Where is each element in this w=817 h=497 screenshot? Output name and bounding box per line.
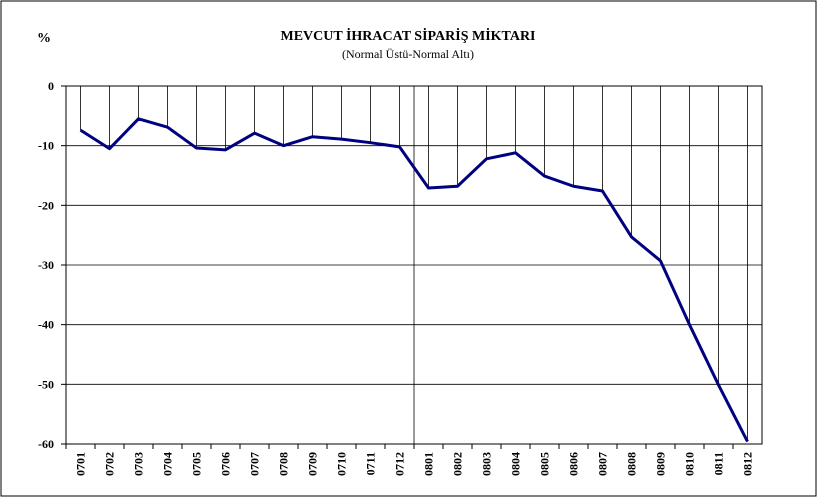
chart-subtitle: (Normal Üstü-Normal Altı) [342, 47, 474, 61]
x-tick-label: 0704 [161, 452, 175, 476]
x-tick-label: 0709 [306, 452, 320, 476]
y-axis-label: % [37, 31, 51, 46]
x-tick-label: 0706 [219, 452, 233, 476]
x-tick-label: 0808 [625, 452, 639, 476]
x-tick-label: 0812 [741, 452, 755, 476]
x-tick-label: 0801 [422, 452, 436, 476]
x-tick-label: 0804 [509, 452, 523, 476]
y-tick-label: -60 [38, 437, 54, 451]
x-tick-label: 0712 [393, 452, 407, 476]
x-tick-label: 0711 [364, 452, 378, 475]
x-tick-label: 0710 [335, 452, 349, 476]
x-tick-label: 0805 [538, 452, 552, 476]
x-tick-label: 0811 [712, 452, 726, 475]
x-tick-label: 0708 [277, 452, 291, 476]
x-tick-label: 0703 [132, 452, 146, 476]
x-tick-label: 0807 [596, 452, 610, 476]
x-tick-label: 0701 [74, 452, 88, 476]
line-series [79, 117, 749, 443]
x-tick-label: 0705 [190, 452, 204, 476]
x-tick-label: 0803 [480, 452, 494, 476]
y-tick-label: -30 [38, 258, 54, 272]
y-tick-label: 0 [48, 79, 54, 93]
x-tick-label: 0809 [654, 452, 668, 476]
y-tick-label: -20 [38, 198, 54, 212]
y-tick-label: -40 [38, 318, 54, 332]
x-tick-label: 0810 [683, 452, 697, 476]
y-tick-label: -10 [38, 139, 54, 153]
x-tick-label: 0707 [248, 452, 262, 476]
y-tick-label: -50 [38, 377, 54, 391]
chart-title: MEVCUT İHRACAT SİPARİŞ MİKTARI [280, 27, 535, 44]
x-tick-label: 0802 [451, 452, 465, 476]
x-tick-label: 0806 [567, 452, 581, 476]
x-tick-label: 0702 [103, 452, 117, 476]
